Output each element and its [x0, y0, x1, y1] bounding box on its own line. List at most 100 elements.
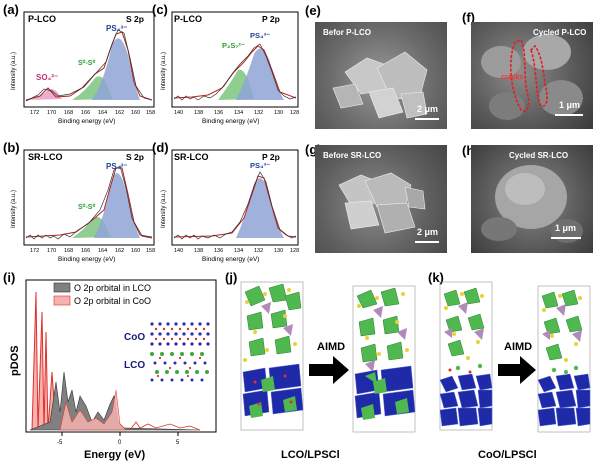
orbital-d: P 2p: [262, 152, 280, 162]
legend-lco: O 2p orbital in LCO: [74, 283, 151, 293]
svg-text:5: 5: [176, 440, 180, 446]
scale-bar-h: [551, 237, 581, 239]
xlabel-a: Binding energy (eV): [58, 118, 115, 125]
svg-text:130: 130: [274, 110, 283, 116]
sample-b: SR-LCO: [28, 152, 63, 162]
svg-text:132: 132: [254, 110, 263, 116]
svg-text:160: 160: [131, 248, 140, 254]
svg-text:S⁰-S⁰: S⁰-S⁰: [78, 203, 95, 211]
ylabel-a: Intensity (a.u.): [11, 52, 17, 90]
svg-text:Binding energy (eV): Binding energy (eV): [202, 118, 259, 125]
svg-text:164: 164: [98, 110, 107, 116]
sample-c: P-LCO: [174, 14, 202, 24]
svg-text:P₂S₇²⁻: P₂S₇²⁻: [222, 41, 245, 50]
xps-plot-c: 140 138 136 134 132 130 128 Binding ener…: [161, 11, 299, 125]
sem-caption-f: Cycled P-LCO: [533, 28, 587, 37]
scale-bar-e: [415, 118, 439, 120]
svg-text:Binding energy (eV): Binding energy (eV): [58, 256, 115, 263]
svg-text:Intensity (a.u.): Intensity (a.u.): [161, 190, 167, 228]
svg-text:Binding energy (eV): Binding energy (eV): [202, 256, 259, 263]
xlabel-i: Energy (eV): [84, 449, 145, 461]
svg-text:134: 134: [234, 110, 243, 116]
svg-text:170: 170: [47, 110, 56, 116]
svg-text:132: 132: [254, 248, 263, 254]
scale-label-e: 2 μm: [417, 104, 439, 114]
svg-text:128: 128: [290, 110, 299, 116]
caption-j: LCO/LPSCl: [281, 449, 340, 461]
svg-text:PS₄³⁻: PS₄³⁻: [250, 31, 270, 40]
orbital-b: S 2p: [126, 152, 144, 162]
svg-text:172: 172: [30, 110, 39, 116]
svg-text:Intensity (a.u.): Intensity (a.u.): [161, 52, 167, 90]
panel-d-label: (d): [152, 140, 169, 155]
panel-f-label: (f): [462, 10, 475, 25]
sem-caption-e: Befor P-LCO: [323, 28, 371, 37]
inset-structure: [148, 320, 212, 382]
svg-text:Intensity (a.u.): Intensity (a.u.): [11, 190, 17, 228]
svg-text:166: 166: [81, 110, 90, 116]
xps-plot-a: 172 170 168 166 164 162 160 158 Binding …: [11, 11, 155, 125]
pdos-plot-i: -5 0 5 Energy (eV) pDOS O 2p orbital in …: [9, 279, 217, 461]
sem-caption-g: Before SR-LCO: [323, 151, 382, 160]
svg-text:164: 164: [98, 248, 107, 254]
svg-text:168: 168: [64, 110, 73, 116]
sem-image-e: Befor P-LCO 2 μm: [315, 22, 447, 129]
scale-label-g: 2 μm: [417, 227, 439, 237]
xps-plot-b: 172 170 168 166 164 162 160 158 Binding …: [11, 149, 155, 263]
aimd-label-k: AIMD: [504, 341, 532, 353]
peak-label-so4: SO₄²⁻: [36, 73, 58, 82]
aimd-structure-k: AIMD CoO/LPSCl: [439, 281, 591, 461]
inset-label-coo: CoO: [124, 332, 145, 343]
sem-image-f: Cycled P-LCO cracks 1 μm: [471, 22, 593, 129]
aimd-arrow-j: [309, 356, 349, 384]
svg-text:136: 136: [214, 110, 223, 116]
svg-text:160: 160: [131, 110, 140, 116]
scale-label-f: 1 μm: [559, 100, 581, 110]
scale-label-h: 1 μm: [555, 223, 577, 233]
aimd-label-j: AIMD: [317, 341, 345, 353]
scale-bar-f: [555, 114, 583, 116]
orbital-a: S 2p: [126, 14, 144, 24]
panel-e-label: (e): [305, 3, 321, 18]
svg-text:158: 158: [146, 110, 155, 116]
svg-text:138: 138: [194, 248, 203, 254]
svg-text:162: 162: [115, 248, 124, 254]
panel-i-label: (i): [3, 270, 16, 285]
sample-a: P-LCO: [28, 14, 56, 24]
caption-k: CoO/LPSCl: [478, 449, 537, 461]
aimd-structure-j: AIMD LCO/LPSCl: [240, 281, 416, 461]
panel-j-label: (j): [225, 270, 238, 285]
svg-text:158: 158: [146, 248, 155, 254]
svg-text:PS₄³⁻: PS₄³⁻: [106, 162, 127, 171]
scale-bar-g: [415, 241, 439, 243]
sample-d: SR-LCO: [174, 152, 209, 162]
svg-text:130: 130: [274, 248, 283, 254]
svg-text:172: 172: [30, 248, 39, 254]
svg-text:134: 134: [234, 248, 243, 254]
xps-plot-d: 140 138 136 134 132 130 128 Binding ener…: [161, 149, 299, 263]
panel-b-label: (b): [3, 140, 20, 155]
legend-coo: O 2p orbital in CoO: [74, 296, 151, 306]
svg-text:-5: -5: [57, 440, 63, 446]
svg-text:PS₄³⁻: PS₄³⁻: [250, 161, 270, 170]
sem-image-g: Before SR-LCO 2 μm: [315, 145, 447, 253]
panel-k-label: (k): [428, 270, 444, 285]
so4-peak: [28, 89, 62, 100]
svg-text:136: 136: [214, 248, 223, 254]
orbital-c: P 2p: [262, 14, 280, 24]
svg-text:170: 170: [47, 248, 56, 254]
svg-text:0: 0: [118, 440, 122, 446]
panel-a-label: (a): [3, 2, 19, 17]
svg-text:166: 166: [81, 248, 90, 254]
svg-text:168: 168: [64, 248, 73, 254]
aimd-arrow-k: [498, 356, 536, 384]
sem-caption-h: Cycled SR-LCO: [509, 151, 569, 160]
svg-text:140: 140: [174, 248, 183, 254]
peak-label-s0-a: S⁰-S⁰: [78, 59, 95, 67]
ps4-peak-a: [92, 38, 140, 100]
sem-image-h: Cycled SR-LCO 1 μm: [471, 145, 593, 253]
peak-label-ps4-a: PS₄³⁻: [106, 24, 127, 33]
svg-text:128: 128: [290, 248, 299, 254]
svg-text:162: 162: [115, 110, 124, 116]
panel-c-label: (c): [152, 2, 168, 17]
